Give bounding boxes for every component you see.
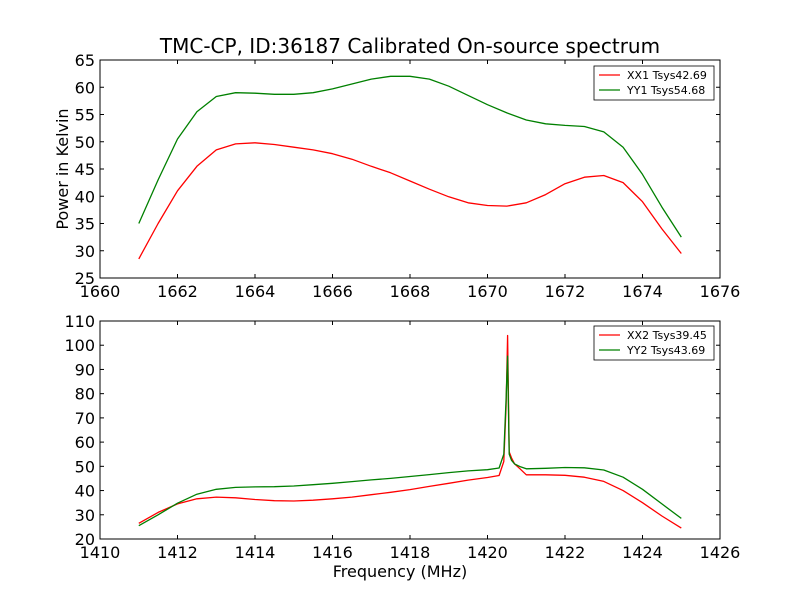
chart-0-series-line-1: [138, 75, 682, 238]
chart-0-y-tick-label: 40: [75, 187, 95, 206]
chart-1-y-tick-label: 20: [75, 530, 95, 549]
chart-1-y-tick-label: 40: [75, 482, 95, 501]
chart-0-x-tick-label: 1676: [700, 282, 741, 301]
chart-0-y-tick-label: 55: [75, 106, 95, 125]
chart-1-legend-box: [593, 325, 715, 361]
chart-0-y-tick-label: 35: [75, 215, 95, 234]
chart-0-y-tick-label: 65: [75, 51, 95, 70]
chart-0-y-tick-label: 45: [75, 160, 95, 179]
chart-0-legend: XX1 Tsys42.69 YY1 Tsys54.68: [593, 65, 715, 101]
chart-1-y-tick-label: 30: [75, 506, 95, 525]
chart-1-y-tick-label: 80: [75, 385, 95, 404]
bottom-plot: 1410 1412 1414 1416 1418 1420 1422 1424 1426 20 30…: [64, 312, 740, 581]
chart-0-x-tick-label: 1666: [312, 282, 353, 301]
top-plot: 1660 1662 1664 1666 1668 1670 1672 1674 1676 25 30…: [53, 51, 740, 301]
chart-0-x-tick-label: 1662: [157, 282, 198, 301]
chart-0-legend-label-1: YY1 Tsys54.68: [626, 84, 705, 97]
chart-1-legend: XX2 Tsys39.45 YY2 Tsys43.69: [593, 325, 715, 361]
chart-0-x-tick-label: 1670: [467, 282, 508, 301]
chart-1-legend-label-0: XX2 Tsys39.45: [627, 329, 707, 342]
chart-0-legend-box: [593, 65, 715, 101]
chart-0-series-line-0: [138, 142, 682, 260]
chart-0-x-tick-label: 1660: [80, 282, 121, 301]
chart-1-x-axis-label: Frequency (MHz): [333, 562, 467, 581]
chart-1-series-line-0: [138, 334, 682, 529]
chart-1-y-tick-label: 100: [64, 336, 95, 355]
chart-1-y-tick-label: 90: [75, 360, 95, 379]
chart-0-y-axis-label: Power in Kelvin: [53, 108, 72, 229]
chart-1-x-tick-label: 1420: [467, 543, 508, 562]
chart-0-x-tick-label: 1672: [545, 282, 586, 301]
chart-1-x-tick-label: 1424: [622, 543, 663, 562]
chart-0-x-tick-label: 1674: [622, 282, 663, 301]
chart-1-x-tick-label: 1416: [312, 543, 353, 562]
chart-1-series-line-1: [138, 355, 682, 527]
chart-1-x-tick-label: 1410: [80, 543, 121, 562]
chart-0-y-tick-label: 50: [75, 133, 95, 152]
chart-1-y-tick-label: 60: [75, 433, 95, 452]
chart-0-y-tick-label: 60: [75, 78, 95, 97]
chart-1-x-tick-label: 1426: [700, 543, 741, 562]
chart-1-y-tick-label: 50: [75, 457, 95, 476]
chart-0-y-tick-label: 30: [75, 242, 95, 261]
chart-1-x-tick-label: 1412: [157, 543, 198, 562]
chart-0-y-tick-label: 25: [75, 269, 95, 288]
chart-0-legend-label-0: XX1 Tsys42.69: [627, 69, 707, 82]
chart-1-y-tick-label: 110: [64, 312, 95, 331]
chart-0-x-tick-label: 1664: [235, 282, 276, 301]
chart-1-x-tick-label: 1422: [545, 543, 586, 562]
chart-1-x-tick-label: 1418: [390, 543, 431, 562]
chart-1-y-tick-label: 70: [75, 409, 95, 428]
chart-1-legend-label-1: YY2 Tsys43.69: [626, 344, 705, 357]
chart-title: TMC-CP, ID:36187 Calibrated On-source sp…: [159, 34, 660, 58]
chart-1-x-tick-label: 1414: [235, 543, 276, 562]
chart-0-x-tick-label: 1668: [390, 282, 431, 301]
